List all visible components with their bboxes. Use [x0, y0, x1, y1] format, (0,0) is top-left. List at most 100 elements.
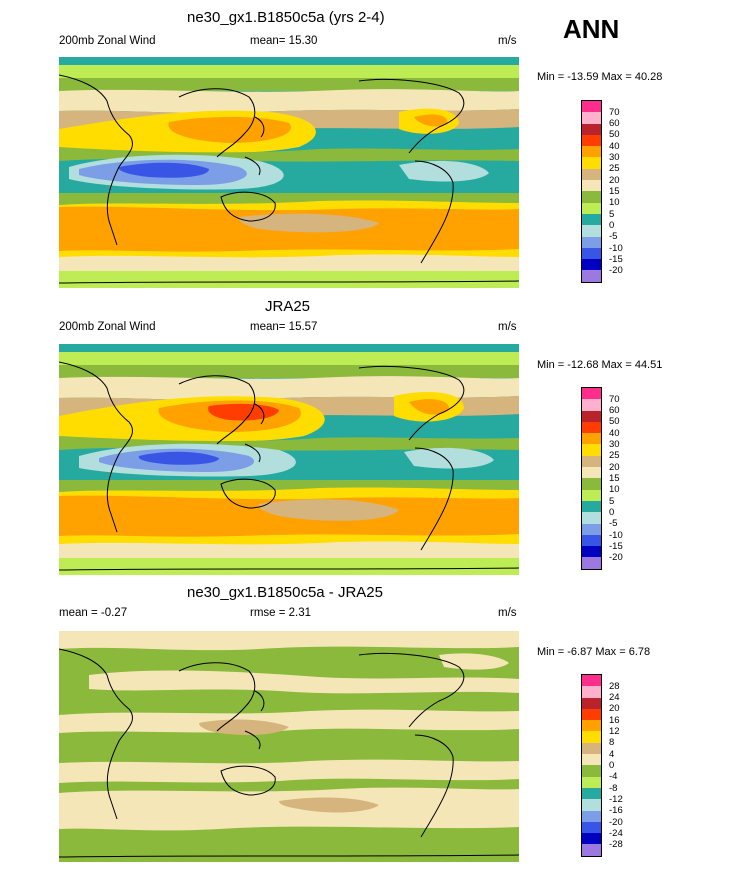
legend-label: -15 [609, 254, 623, 265]
legend-label: 10 [609, 484, 620, 495]
legend-label: 60 [609, 405, 620, 416]
band [258, 499, 399, 521]
panel-1-units: m/s [498, 35, 517, 47]
legend-box [582, 455, 601, 468]
coastline [414, 447, 454, 551]
legend-label: -5 [609, 231, 618, 242]
coastline [220, 191, 276, 222]
panel-1-variable-label: 200mb Zonal Wind [59, 35, 156, 47]
legend-box [582, 720, 601, 732]
legend-label: 25 [609, 450, 620, 461]
legend-label: 0 [609, 220, 615, 231]
legend-box [582, 247, 601, 260]
coastline [59, 280, 519, 284]
legend-box [582, 675, 601, 687]
panel-1-title: ne30_gx1.B1850c5a (yrs 2-4) [187, 9, 385, 26]
panel-2-variable-label: 200mb Zonal Wind [59, 321, 156, 333]
legend-label: 10 [609, 197, 620, 208]
band [59, 787, 519, 831]
legend-label: 40 [609, 141, 620, 152]
coastline [178, 662, 256, 732]
legend-box [582, 433, 601, 445]
coastline [178, 88, 256, 158]
band [138, 451, 219, 465]
coastline [59, 567, 519, 571]
legend-label: 24 [609, 692, 620, 703]
legend-box [582, 134, 601, 147]
legend-label: -28 [609, 839, 623, 850]
legend-label: 25 [609, 163, 620, 174]
legend-box [582, 225, 601, 237]
legend-box [582, 799, 601, 811]
legend-box [582, 833, 601, 845]
panel-1-minmax: Min = -13.59 Max = 40.28 [537, 71, 663, 83]
coastline [244, 116, 265, 176]
legend-box [582, 523, 601, 535]
band [238, 213, 379, 233]
legend-label: 30 [609, 439, 620, 450]
panel-2-minmax: Min = -12.68 Max = 44.51 [537, 359, 663, 371]
panel-3-map [59, 631, 519, 862]
legend-label: 20 [609, 703, 620, 714]
coastline [59, 361, 133, 533]
legend-label: 12 [609, 726, 620, 737]
coastline [244, 690, 265, 750]
panel-3-rmse: rmse = 2.31 [250, 607, 312, 619]
legend-label: 60 [609, 118, 620, 129]
legend-label: 0 [609, 507, 615, 518]
legend-label: -10 [609, 243, 623, 254]
panel-3-legend-colorbar [581, 674, 602, 857]
legend-box [582, 259, 601, 271]
legend-label: 30 [609, 152, 620, 163]
band [59, 78, 519, 91]
band [409, 399, 450, 415]
legend-box [582, 410, 601, 422]
band [59, 541, 519, 558]
legend-label: -20 [609, 265, 623, 276]
legend-label: 4 [609, 749, 615, 760]
legend-box [582, 557, 601, 569]
legend-label: 28 [609, 681, 620, 692]
band [59, 376, 519, 400]
panel-3-title: ne30_gx1.B1850c5a - JRA25 [187, 584, 383, 601]
band [59, 254, 519, 271]
coastlines [59, 361, 519, 571]
legend-label: 20 [609, 462, 620, 473]
legend-box [582, 478, 601, 490]
legend-box [582, 787, 601, 800]
legend-box [582, 546, 601, 558]
legend-label: -5 [609, 518, 618, 529]
legend-label: -10 [609, 530, 623, 541]
band [279, 797, 379, 813]
coastline [244, 403, 265, 463]
legend-label: -24 [609, 828, 623, 839]
panel-2-mean: mean= 15.57 [250, 321, 318, 333]
legend-box [582, 123, 601, 135]
coastline [414, 160, 454, 264]
legend-label: 50 [609, 129, 620, 140]
panel-3-minmax: Min = -6.87 Max = 6.78 [537, 646, 651, 658]
legend-box [582, 512, 601, 524]
panel-1-contour-plot [59, 57, 519, 288]
coastline [59, 854, 519, 858]
coastline [220, 765, 276, 796]
coastline [414, 734, 454, 838]
legend-box [582, 731, 601, 743]
panel-1-mean: mean= 15.30 [250, 35, 318, 47]
legend-box [582, 821, 601, 834]
season-label: ANN [563, 14, 620, 44]
legend-label: 70 [609, 107, 620, 118]
coastline [358, 366, 465, 441]
panel-2-units: m/s [498, 321, 517, 333]
band [59, 759, 519, 783]
legend-label: -15 [609, 541, 623, 552]
legend-box [582, 844, 601, 856]
band [404, 447, 494, 469]
panel-2-map [59, 344, 519, 575]
legend-box [582, 202, 601, 214]
band [59, 709, 519, 733]
legend-label: 15 [609, 473, 620, 484]
coastline [59, 648, 133, 820]
band [399, 160, 489, 182]
coastlines [59, 648, 519, 858]
